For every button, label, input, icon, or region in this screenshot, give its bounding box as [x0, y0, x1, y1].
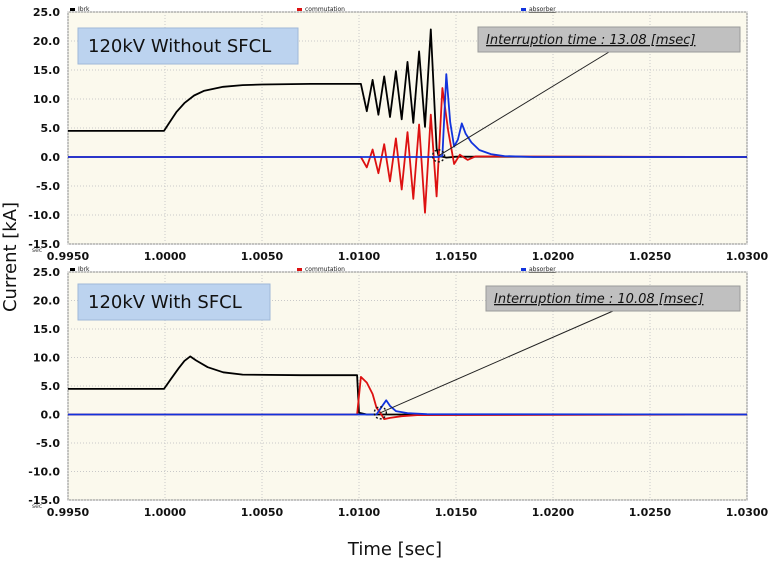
x-tick-label: 1.0050: [241, 506, 284, 519]
y-tick-label: 25.0: [33, 266, 60, 279]
series-line-commutation: [68, 87, 748, 214]
legend-label: absorber: [529, 266, 556, 273]
x-tick-label: 0.9950: [47, 250, 90, 263]
panel-with-sfcl: 25.0 20.0 15.0 10.0 5.0 0.0 -5.0 -10.0 -15.00.99…: [28, 266, 768, 519]
legend-label: Ibrk: [78, 266, 90, 273]
annotation-box: [477, 26, 741, 53]
legend-swatch: [521, 268, 526, 271]
panel-title: 120kV With SFCL: [88, 292, 242, 313]
y-tick-label: 15.0: [33, 64, 60, 77]
y-tick-label: 25.0: [33, 6, 60, 19]
y-tick-label: -15.0: [28, 494, 60, 507]
panel-title-box: [77, 283, 271, 321]
legend-label: Ibrk: [78, 6, 90, 13]
x-unit-label: sec: [32, 503, 42, 510]
x-tick-label: 1.0100: [338, 506, 381, 519]
x-tick-label: 1.0000: [144, 250, 187, 263]
x-tick-label: 1.0300: [726, 506, 769, 519]
series-line-absorber: [68, 73, 747, 158]
annotation-leader-line: [438, 51, 610, 157]
x-tick-label: 1.0200: [532, 250, 575, 263]
y-tick-label: -10.0: [28, 466, 60, 479]
y-tick-label: 10.0: [33, 93, 60, 106]
annotation-text: Interruption time : 10.08 [msec]: [494, 292, 703, 307]
series-line-absorber: [68, 399, 748, 416]
y-tick-label: -5.0: [36, 180, 60, 193]
legend-swatch: [297, 268, 302, 271]
annotation-marker-circle: [373, 406, 388, 420]
panel-title-box: [77, 27, 299, 65]
x-tick-label: 1.0150: [435, 506, 478, 519]
x-tick-label: 1.0100: [338, 250, 381, 263]
annotation-box: [485, 285, 741, 312]
x-tick-label: 1.0150: [435, 250, 478, 263]
y-axis-title: Current [kA]: [0, 202, 21, 312]
annotation-text: Interruption time : 13.08 [msec]: [486, 33, 695, 48]
y-tick-label: -5.0: [36, 437, 60, 450]
x-tick-label: 1.0050: [241, 250, 284, 263]
legend-label: absorber: [529, 6, 556, 13]
legend-swatch: [297, 8, 302, 11]
y-tick-label: -15.0: [28, 238, 60, 251]
legend-label: commutation: [305, 6, 345, 13]
y-tick-label: 5.0: [41, 380, 61, 393]
x-tick-label: 0.9950: [47, 506, 90, 519]
y-tick-label: 0.0: [41, 151, 61, 164]
y-tick-label: 10.0: [33, 352, 60, 365]
y-tick-label: 20.0: [33, 35, 60, 48]
y-tick-label: -10.0: [28, 209, 60, 222]
y-tick-label: 20.0: [33, 295, 60, 308]
x-tick-label: 1.0250: [629, 250, 672, 263]
legend-swatch: [521, 8, 526, 11]
x-unit-label: sec: [32, 247, 42, 254]
x-tick-label: 1.0300: [726, 250, 769, 263]
y-tick-label: 0.0: [41, 409, 61, 422]
y-tick-label: 5.0: [41, 122, 61, 135]
x-tick-label: 1.0000: [144, 506, 187, 519]
panel-without-sfcl: 25.0 20.0 15.0 10.0 5.0 0.0 -5.0 -10.0 -15.00.99…: [28, 6, 768, 263]
panel-title: 120kV Without SFCL: [88, 36, 271, 57]
x-tick-label: 1.0250: [629, 506, 672, 519]
series-line-Ibrk: [68, 28, 748, 159]
annotation-leader-line: [380, 310, 614, 414]
annotation-marker-circle: [431, 149, 446, 163]
legend-label: commutation: [305, 266, 345, 273]
y-tick-label: 15.0: [33, 323, 60, 336]
x-tick-label: 1.0200: [532, 506, 575, 519]
legend-swatch: [70, 8, 75, 11]
legend-swatch: [70, 268, 75, 271]
x-axis-title: Time [sec]: [347, 539, 442, 560]
